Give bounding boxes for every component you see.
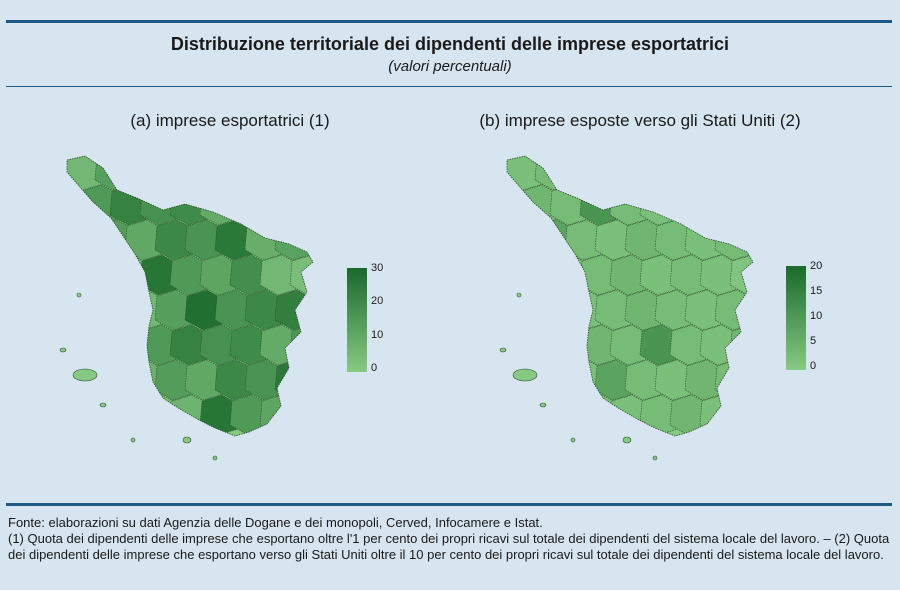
labour-market-area (274, 359, 313, 401)
island (652, 455, 658, 461)
labour-market-area (214, 156, 256, 191)
island (570, 437, 576, 443)
scale-tick-label: 20 (810, 260, 823, 272)
labour-market-area (79, 324, 121, 366)
labour-market-area (564, 156, 606, 191)
labour-market-area (109, 394, 151, 436)
labour-market-area (729, 324, 753, 366)
labour-market-area (289, 324, 313, 366)
labour-market-area (534, 359, 576, 401)
scale-tick-label: 15 (810, 285, 823, 297)
labour-market-area (79, 254, 121, 296)
region-border (506, 155, 754, 437)
figure-subtitle: (valori percentuali) (388, 58, 512, 75)
island (130, 437, 136, 443)
labour-market-area (669, 184, 711, 226)
color-scale-b: 20 15 10 5 0 (786, 261, 846, 376)
source-note: Fonte: elaborazioni su dati Agenzia dell… (8, 515, 543, 530)
labour-market-area (184, 156, 226, 191)
labour-market-area (67, 289, 106, 331)
footnotes: Fonte: elaborazioni su dati Agenzia dell… (8, 515, 892, 563)
labour-market-area (729, 184, 753, 226)
island (72, 368, 98, 382)
labour-market-area (549, 394, 591, 436)
choropleth-map (499, 155, 754, 461)
labour-market-area (699, 184, 741, 226)
scale-tick-label: 0 (810, 360, 817, 372)
labour-market-area (594, 156, 636, 191)
scale-tick-label: 0 (371, 362, 378, 374)
labour-market-area (519, 254, 561, 296)
labour-market-area (289, 184, 313, 226)
labour-market-area (289, 394, 313, 436)
labour-market-area (79, 394, 121, 436)
island (622, 436, 632, 444)
header-rule (6, 86, 892, 87)
footer-rule (6, 503, 892, 506)
labour-market-area (507, 219, 546, 261)
scale-tick-label: 30 (371, 262, 384, 274)
scale-tick-label: 10 (810, 310, 823, 322)
island (212, 455, 218, 461)
panel-b-title: (b) imprese esposte verso gli Stati Unit… (479, 111, 801, 130)
map-panel-a (45, 150, 335, 470)
region-border (66, 155, 314, 437)
choropleth-map (59, 155, 314, 461)
color-scale-a: 30 20 10 0 (347, 263, 407, 378)
labour-market-area (654, 156, 696, 191)
color-scale-bar (347, 268, 367, 372)
island (516, 292, 522, 298)
island (76, 292, 82, 298)
figure-title: Distribuzione territoriale dei dipendent… (170, 34, 730, 54)
color-scale-bar (786, 266, 806, 370)
labour-market-area (244, 156, 286, 191)
top-rule (6, 20, 892, 23)
labour-market-area (549, 324, 591, 366)
island (512, 368, 538, 382)
labour-market-area (714, 359, 753, 401)
footnote-text: (1) Quota dei dipendenti delle imprese c… (8, 531, 890, 562)
labour-market-area (624, 156, 666, 191)
panel-a-title: (a) imprese esportatrici (1) (130, 111, 330, 130)
map-panel-b (485, 150, 775, 470)
island (539, 402, 547, 408)
island (182, 436, 192, 444)
labour-market-area (534, 289, 576, 331)
labour-market-area (729, 394, 753, 436)
labour-market-area (519, 394, 561, 436)
scale-tick-label: 20 (371, 295, 384, 308)
labour-market-area (94, 289, 136, 331)
labour-market-area (274, 156, 313, 191)
labour-market-area (714, 156, 753, 191)
labour-market-area (684, 156, 726, 191)
labour-market-area (67, 219, 106, 261)
labour-market-area (124, 156, 166, 191)
labour-market-area (154, 156, 196, 191)
island (99, 402, 107, 408)
scale-tick-label: 10 (371, 328, 384, 341)
island (499, 347, 507, 353)
labour-market-area (229, 184, 271, 226)
labour-market-area (94, 359, 136, 401)
scale-tick-label: 5 (810, 335, 817, 347)
labour-market-area (109, 324, 151, 366)
labour-market-area (519, 324, 561, 366)
labour-market-area (507, 289, 546, 331)
island (59, 347, 67, 353)
labour-market-area (259, 184, 301, 226)
